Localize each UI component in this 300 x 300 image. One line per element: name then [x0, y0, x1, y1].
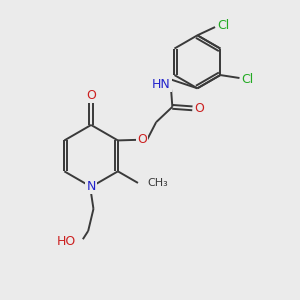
Text: Cl: Cl	[242, 73, 254, 86]
Text: O: O	[137, 133, 147, 146]
Text: N: N	[86, 180, 96, 193]
Text: Cl: Cl	[217, 19, 230, 32]
Text: CH₃: CH₃	[147, 178, 168, 188]
Text: HN: HN	[152, 78, 171, 91]
Text: O: O	[194, 102, 204, 115]
Text: O: O	[86, 89, 96, 102]
Text: HO: HO	[56, 235, 76, 248]
